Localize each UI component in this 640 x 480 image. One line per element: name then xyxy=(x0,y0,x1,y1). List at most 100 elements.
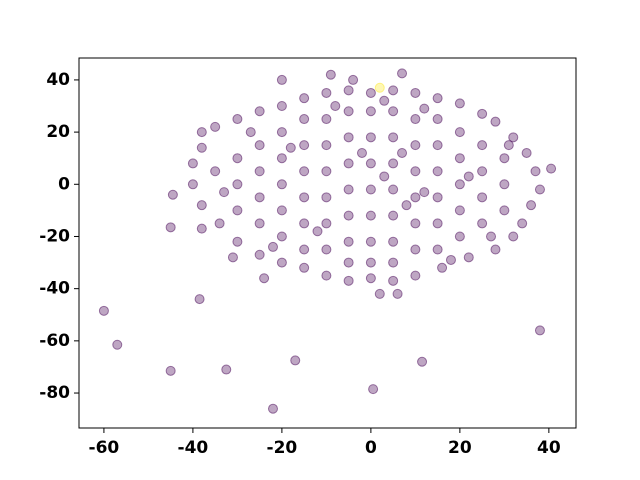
point xyxy=(187,158,198,169)
point xyxy=(276,257,287,268)
point xyxy=(267,241,278,252)
point xyxy=(276,74,287,85)
point xyxy=(196,142,207,153)
point xyxy=(454,231,465,242)
point xyxy=(321,140,332,151)
point xyxy=(112,339,123,350)
point xyxy=(312,226,323,237)
y-tick-label: 40 xyxy=(46,70,70,90)
point xyxy=(388,85,399,96)
point xyxy=(194,294,205,305)
point xyxy=(463,252,474,263)
point xyxy=(219,187,230,198)
point xyxy=(227,252,238,263)
plot-frame xyxy=(78,57,577,429)
point xyxy=(343,210,354,221)
point xyxy=(254,140,265,151)
point xyxy=(490,116,501,127)
point xyxy=(379,95,390,106)
point xyxy=(276,205,287,216)
point xyxy=(365,184,376,195)
point xyxy=(196,200,207,211)
point xyxy=(321,244,332,255)
point xyxy=(210,121,221,132)
point xyxy=(365,273,376,284)
point xyxy=(454,127,465,138)
point xyxy=(401,200,412,211)
point xyxy=(388,106,399,117)
point xyxy=(196,223,207,234)
point xyxy=(388,158,399,169)
point xyxy=(254,166,265,177)
point xyxy=(299,114,310,125)
point xyxy=(321,192,332,203)
point xyxy=(432,218,443,229)
point xyxy=(410,192,421,203)
point xyxy=(410,87,421,98)
point xyxy=(477,140,488,151)
point xyxy=(343,257,354,268)
point xyxy=(530,166,541,177)
point xyxy=(486,231,497,242)
point xyxy=(379,171,390,182)
point xyxy=(214,218,225,229)
x-tick-label: -40 xyxy=(178,438,209,458)
point xyxy=(365,106,376,117)
point xyxy=(432,244,443,255)
point xyxy=(508,231,519,242)
point xyxy=(477,218,488,229)
point xyxy=(477,166,488,177)
point xyxy=(534,184,545,195)
point xyxy=(254,249,265,260)
point xyxy=(419,103,430,114)
point xyxy=(410,244,421,255)
point xyxy=(410,114,421,125)
point xyxy=(321,218,332,229)
point xyxy=(321,114,332,125)
point xyxy=(165,365,176,376)
point xyxy=(299,166,310,177)
point xyxy=(232,236,243,247)
point xyxy=(276,127,287,138)
point xyxy=(321,166,332,177)
point xyxy=(267,403,278,414)
point xyxy=(388,184,399,195)
point xyxy=(503,140,514,151)
point xyxy=(454,205,465,216)
point xyxy=(365,158,376,169)
point xyxy=(196,127,207,138)
point xyxy=(254,106,265,117)
point xyxy=(254,218,265,229)
point xyxy=(210,166,221,177)
point xyxy=(365,87,376,98)
point xyxy=(330,101,341,112)
point xyxy=(437,262,448,273)
point xyxy=(410,140,421,151)
y-tick-label: -80 xyxy=(39,383,70,403)
point xyxy=(517,218,528,229)
point xyxy=(343,85,354,96)
point xyxy=(321,87,332,98)
y-tick-label: 20 xyxy=(46,122,70,142)
point xyxy=(397,147,408,158)
point xyxy=(365,210,376,221)
point xyxy=(365,257,376,268)
point xyxy=(499,179,510,190)
point xyxy=(432,93,443,104)
x-tick-label: 0 xyxy=(365,438,377,458)
x-tick-label: 40 xyxy=(537,438,561,458)
point xyxy=(276,153,287,164)
point xyxy=(388,236,399,247)
point xyxy=(365,132,376,143)
point xyxy=(410,166,421,177)
point xyxy=(259,273,270,284)
point xyxy=(245,127,256,138)
point xyxy=(343,106,354,117)
point xyxy=(343,158,354,169)
y-tick-label: 0 xyxy=(58,174,70,194)
point xyxy=(348,74,359,85)
point xyxy=(546,163,557,174)
point xyxy=(254,192,265,203)
point xyxy=(417,356,428,367)
point xyxy=(499,153,510,164)
